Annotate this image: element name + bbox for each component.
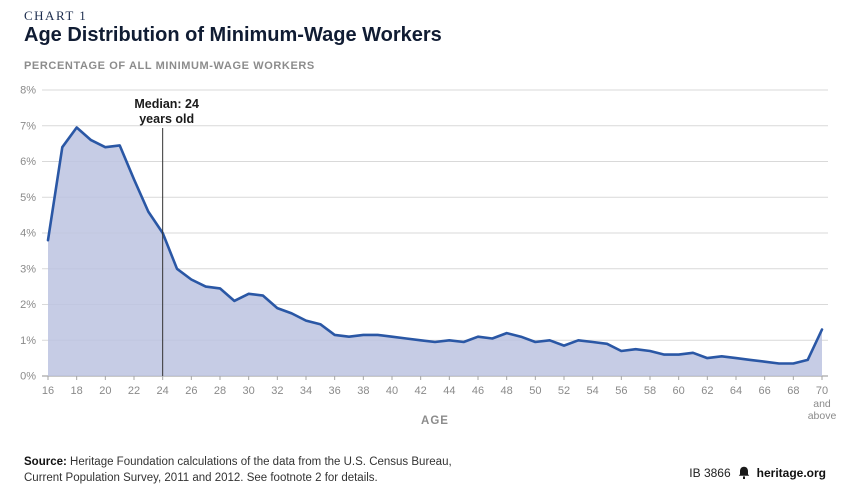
x-tick-label: 60	[673, 385, 685, 397]
x-tick-label: 50	[529, 385, 541, 397]
x-tick-label: 48	[501, 385, 513, 397]
source-text-line1: Heritage Foundation calculations of the …	[66, 456, 452, 468]
y-tick-label: 7%	[20, 120, 36, 132]
median-annotation-line2: years old	[139, 112, 194, 126]
data-line	[46, 126, 824, 365]
chart-footer: Source: Heritage Foundation calculations…	[0, 452, 850, 492]
y-tick-label: 2%	[20, 299, 36, 311]
source-label: Source:	[24, 456, 67, 468]
x-tick-label: 26	[185, 385, 197, 397]
x-axis-note: and	[813, 398, 831, 410]
x-tick-label: 58	[644, 385, 656, 397]
doc-id: IB 3866	[689, 466, 731, 480]
x-tick-label: 30	[243, 385, 255, 397]
x-tick-label: 18	[71, 385, 83, 397]
x-tick-label: 54	[587, 385, 599, 397]
x-tick-label: 42	[415, 385, 427, 397]
x-axis-note: above	[808, 410, 837, 422]
x-tick-label: 46	[472, 385, 484, 397]
x-tick-label: 28	[214, 385, 226, 397]
source-text-line2: Current Population Survey, 2011 and 2012…	[24, 472, 378, 485]
x-tick-label: 40	[386, 385, 398, 397]
x-axis-title: AGE	[421, 415, 449, 427]
x-tick-label: 68	[787, 385, 799, 397]
source-note: Source: Heritage Foundation calculations…	[24, 454, 452, 486]
y-tick-label: 3%	[20, 263, 36, 275]
x-tick-label: 36	[329, 385, 341, 397]
brand-name: heritage.org	[756, 466, 826, 480]
y-tick-label: 8%	[20, 85, 36, 97]
x-tick-label: 70	[816, 385, 828, 397]
age-distribution-chart: 0% 1% 2% 3% 4% 5% 6% 7% 8% Median: 24 years old 16 1…	[0, 82, 850, 442]
y-tick-label: 0%	[20, 371, 36, 383]
page-title: Age Distribution of Minimum-Wage Workers	[24, 24, 442, 46]
x-tick-label: 20	[99, 385, 111, 397]
y-tick-label: 6%	[20, 156, 36, 168]
y-tick-label: 5%	[20, 192, 36, 204]
median-annotation-line1: Median: 24	[134, 97, 199, 111]
x-tick-label: 66	[759, 385, 771, 397]
chart-subtitle: PERCENTAGE OF ALL MINIMUM-WAGE WORKERS	[24, 60, 315, 72]
heritage-bell-icon	[738, 466, 749, 479]
x-tick-label: 22	[128, 385, 140, 397]
x-tick-label: 38	[357, 385, 369, 397]
x-tick-label: 62	[701, 385, 713, 397]
x-tick-label: 16	[42, 385, 54, 397]
x-tick-label: 24	[157, 385, 169, 397]
brand-line: IB 3866 heritage.org	[689, 466, 826, 480]
area-fill	[48, 127, 822, 376]
chart-kicker: CHART 1	[24, 8, 88, 23]
x-tick-label: 32	[271, 385, 283, 397]
x-tick-label: 52	[558, 385, 570, 397]
x-tick-label: 56	[615, 385, 627, 397]
x-tick-label: 64	[730, 385, 742, 397]
y-tick-label: 4%	[20, 228, 36, 240]
y-tick-label: 1%	[20, 335, 36, 347]
x-tick-label: 44	[443, 385, 455, 397]
x-tick-label: 34	[300, 385, 312, 397]
